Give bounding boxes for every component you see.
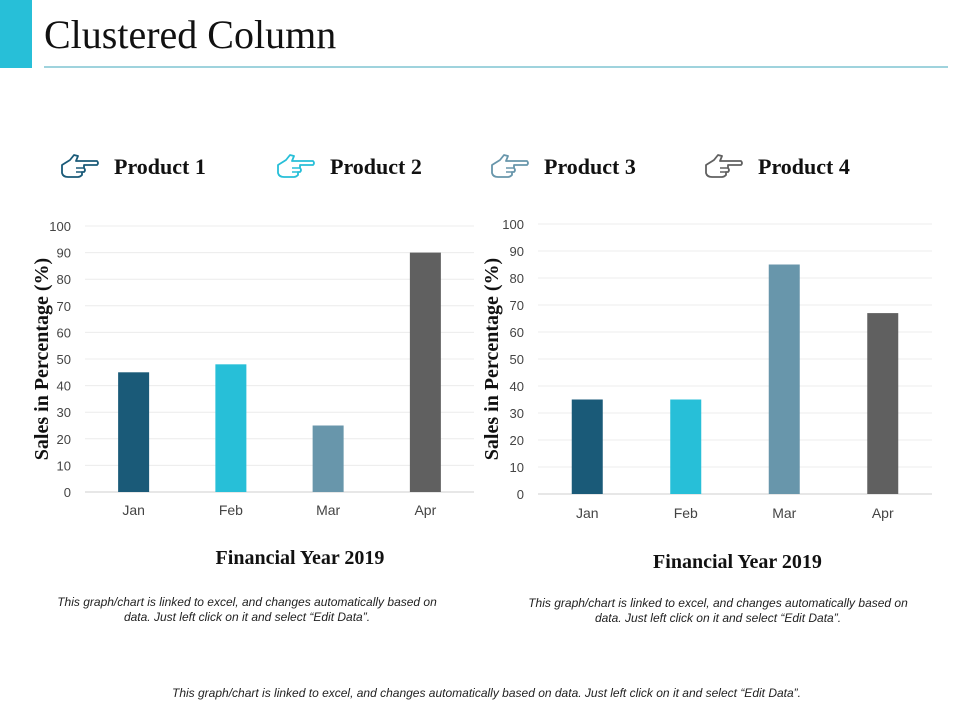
x-axis-label-right: Financial Year 2019 (653, 551, 822, 573)
page-title: Clustered Column (44, 12, 337, 57)
y-tick-label: 30 (57, 405, 71, 420)
x-tick-label: Mar (316, 502, 340, 518)
y-tick-label: 90 (510, 244, 524, 259)
bar-apr (409, 252, 441, 492)
title-divider (44, 66, 948, 68)
x-axis-label-left: Financial Year 2019 (215, 547, 385, 569)
y-tick-label: 50 (57, 352, 71, 367)
y-tick-label: 30 (510, 406, 524, 421)
legend-item-product-4: Product 4 (704, 142, 850, 192)
chart-right: Sales in Percentage (%) 0 10 20 30 40 50 60 70 8… (470, 212, 950, 542)
x-tick-label: Apr (414, 502, 436, 518)
chart-left-svg: Sales in Percentage (%) 0 10 20 30 40 50 60 70 8… (31, 219, 474, 518)
bar-jan (118, 372, 150, 492)
bar-mar (768, 264, 800, 494)
chart-left: Sales in Percentage (%) 0 10 20 30 40 50 60 70 8… (20, 210, 480, 530)
bar-jan (571, 399, 603, 494)
y-tick-label: 40 (510, 379, 524, 394)
pointing-hand-icon (61, 154, 99, 178)
chart-note-right: This graph/chart is linked to excel, and… (528, 596, 908, 625)
legend-label: Product 4 (758, 154, 850, 179)
y-axis-label: Sales in Percentage (%) (31, 258, 53, 460)
y-tick-label: 100 (49, 219, 71, 234)
chart-note-left: This graph/chart is linked to excel, and… (57, 595, 437, 624)
pointing-hand-icon (491, 154, 529, 178)
y-tick-label: 20 (510, 433, 524, 448)
y-tick-label: 100 (502, 217, 524, 232)
y-tick-label: 80 (57, 272, 71, 287)
bar-apr (867, 313, 899, 494)
y-tick-label: 0 (64, 485, 71, 500)
legend-label: Product 1 (114, 154, 206, 179)
accent-bar (0, 0, 32, 68)
bar-feb (670, 399, 702, 494)
bar-mar (312, 425, 344, 492)
legend-item-product-3: Product 3 (490, 142, 636, 192)
legend: Product 1 Product 2 Product 3 Product 4 (60, 142, 920, 192)
y-axis-label: Sales in Percentage (%) (481, 258, 503, 460)
legend-item-product-2: Product 2 (276, 142, 422, 192)
y-tick-label: 80 (510, 271, 524, 286)
x-tick-label: Jan (576, 505, 599, 521)
legend-label: Product 3 (544, 154, 636, 179)
x-tick-label: Jan (122, 502, 145, 518)
x-tick-label: Mar (772, 505, 796, 521)
y-tick-label: 70 (57, 299, 71, 314)
y-tick-label: 20 (57, 432, 71, 447)
chart-right-svg: Sales in Percentage (%) 0 10 20 30 40 50 60 70 8… (481, 217, 932, 521)
legend-item-product-1: Product 1 (60, 142, 206, 192)
y-tick-label: 40 (57, 379, 71, 394)
y-tick-label: 60 (57, 325, 71, 340)
y-tick-label: 10 (57, 458, 71, 473)
x-tick-label: Feb (219, 502, 243, 518)
x-tick-label: Apr (872, 505, 894, 521)
y-tick-label: 0 (517, 487, 524, 502)
y-tick-label: 90 (57, 246, 71, 261)
y-tick-label: 50 (510, 352, 524, 367)
y-tick-label: 60 (510, 325, 524, 340)
legend-label: Product 2 (330, 154, 422, 179)
y-tick-label: 70 (510, 298, 524, 313)
x-tick-label: Feb (674, 505, 698, 521)
bar-feb (215, 364, 247, 492)
footer-note: This graph/chart is linked to excel, and… (172, 686, 801, 700)
pointing-hand-icon (277, 154, 315, 178)
pointing-hand-icon (705, 154, 743, 178)
y-tick-label: 10 (510, 460, 524, 475)
